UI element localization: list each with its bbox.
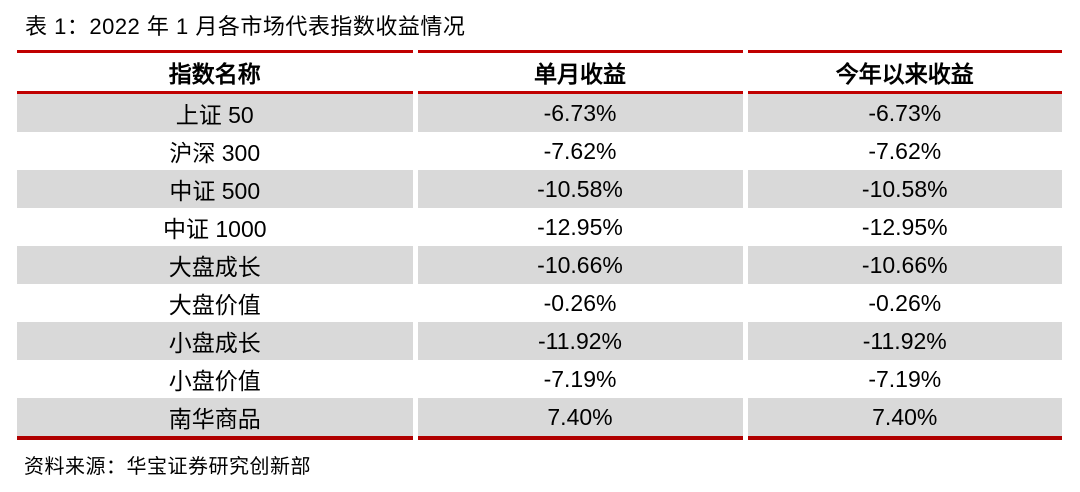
table-row: 上证 50 -6.73% -6.73% <box>17 92 1062 132</box>
ytd-return-cell: -7.62% <box>742 132 1062 170</box>
index-name-cell: 小盘成长 <box>17 322 415 360</box>
table-title: 表 1：2022 年 1 月各市场代表指数收益情况 <box>25 14 466 39</box>
ytd-return-cell: -11.92% <box>742 322 1062 360</box>
monthly-return-cell: -6.73% <box>412 92 745 132</box>
table-row: 大盘价值 -0.26% -0.26% <box>17 284 1062 322</box>
monthly-return-cell: -7.62% <box>412 132 745 170</box>
monthly-return-cell: -0.26% <box>412 284 745 322</box>
monthly-return-cell: -10.66% <box>412 246 745 284</box>
index-name-cell: 上证 50 <box>17 92 415 132</box>
table-row: 大盘成长 -10.66% -10.66% <box>17 246 1062 284</box>
column-header-0: 指数名称 <box>17 50 415 94</box>
monthly-return-cell: -11.92% <box>412 322 745 360</box>
index-name-cell: 大盘价值 <box>168 292 261 318</box>
source-note: 资料来源：华宝证券研究创新部 <box>24 456 311 478</box>
index-returns-table: 指数名称 单月收益 今年以来收益 上证 50 -6.73% -6.73% 沪深 300 -7… <box>17 50 1062 440</box>
table-row: 小盘成长 -11.92% -11.92% <box>17 322 1062 360</box>
table-row: 沪深 300 -7.62% -7.62% <box>17 132 1062 170</box>
column-header-1: 单月收益 <box>412 50 745 94</box>
monthly-return-cell: 7.40% <box>412 398 745 440</box>
ytd-return-cell: -6.73% <box>742 92 1062 132</box>
ytd-return-cell: 7.40% <box>742 398 1062 440</box>
ytd-return-cell: -10.58% <box>742 170 1062 208</box>
column-header-2: 今年以来收益 <box>742 50 1062 94</box>
index-name-cell: 大盘成长 <box>17 246 415 284</box>
table-row: 小盘价值 -7.19% -7.19% <box>17 360 1062 398</box>
ytd-return-cell: -7.19% <box>742 360 1062 398</box>
ytd-return-cell: -0.26% <box>742 284 1062 322</box>
index-name-cell: 沪深 300 <box>169 140 261 166</box>
index-name-cell: 小盘价值 <box>168 368 261 394</box>
index-name-cell: 中证 1000 <box>162 216 267 242</box>
table-row: 中证 1000 -12.95% -12.95% <box>17 208 1062 246</box>
monthly-return-cell: -7.19% <box>412 360 745 398</box>
table-header-row: 指数名称 单月收益 今年以来收益 <box>17 50 1062 94</box>
table-row: 南华商品 7.40% 7.40% <box>17 398 1062 440</box>
ytd-return-cell: -12.95% <box>742 208 1062 246</box>
ytd-return-cell: -10.66% <box>742 246 1062 284</box>
monthly-return-cell: -10.58% <box>412 170 745 208</box>
index-name-cell: 南华商品 <box>17 398 415 440</box>
monthly-return-cell: -12.95% <box>412 208 745 246</box>
table-row: 中证 500 -10.58% -10.58% <box>17 170 1062 208</box>
index-name-cell: 中证 500 <box>17 170 415 208</box>
